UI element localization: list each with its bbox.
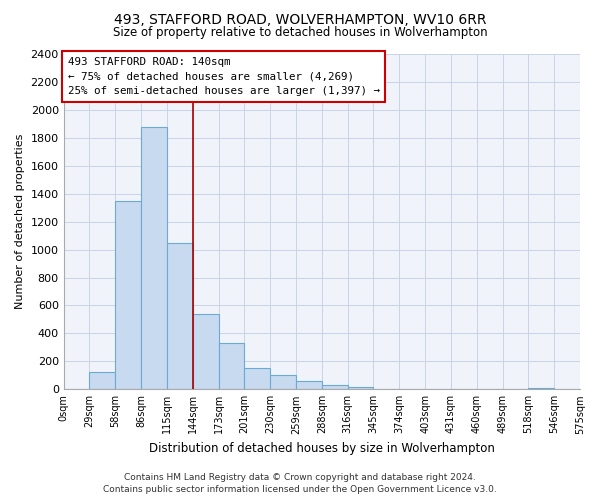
Bar <box>115 200 141 390</box>
Bar <box>347 386 373 390</box>
Text: 493 STAFFORD ROAD: 140sqm
← 75% of detached houses are smaller (4,269)
25% of se: 493 STAFFORD ROAD: 140sqm ← 75% of detac… <box>68 57 380 96</box>
Bar <box>89 372 115 390</box>
Bar <box>244 368 270 390</box>
Bar <box>193 314 218 390</box>
Text: Size of property relative to detached houses in Wolverhampton: Size of property relative to detached ho… <box>113 26 487 39</box>
Bar <box>218 342 244 390</box>
Bar <box>296 381 322 390</box>
Text: 493, STAFFORD ROAD, WOLVERHAMPTON, WV10 6RR: 493, STAFFORD ROAD, WOLVERHAMPTON, WV10 … <box>114 12 486 26</box>
Bar <box>373 388 399 390</box>
Text: Contains HM Land Registry data © Crown copyright and database right 2024.
Contai: Contains HM Land Registry data © Crown c… <box>103 472 497 494</box>
Y-axis label: Number of detached properties: Number of detached properties <box>15 134 25 310</box>
Bar <box>167 242 193 390</box>
Bar <box>270 374 296 390</box>
Bar <box>529 388 554 390</box>
Bar <box>322 385 347 390</box>
X-axis label: Distribution of detached houses by size in Wolverhampton: Distribution of detached houses by size … <box>149 442 495 455</box>
Bar <box>141 126 167 390</box>
